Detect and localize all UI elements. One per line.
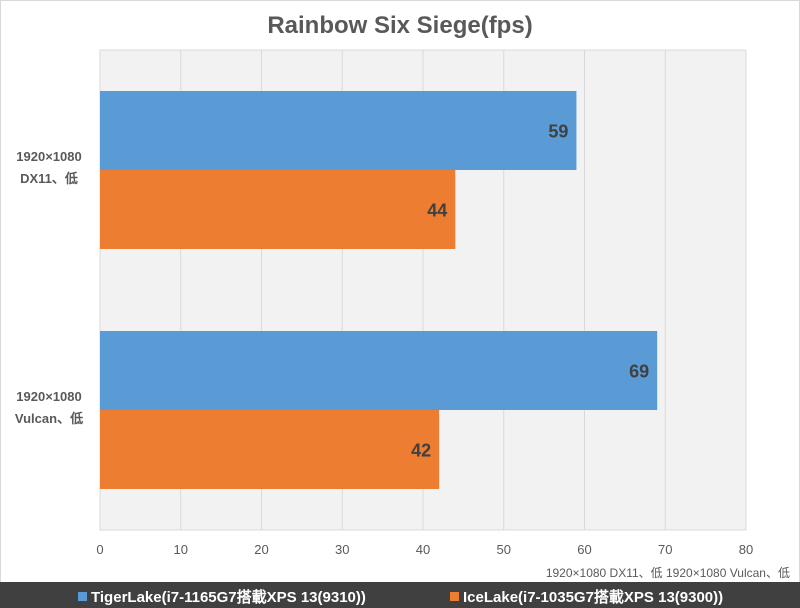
- legend: TigerLake(i7-1165G7搭載XPS 13(9310)) IceLa…: [0, 582, 800, 608]
- data-label: 42: [411, 441, 431, 461]
- x-tick-label: 50: [497, 542, 511, 557]
- bar: [100, 91, 577, 170]
- data-label: 59: [548, 122, 568, 142]
- legend-item: IceLake(i7-1035G7搭載XPS 13(9300)): [450, 586, 723, 607]
- x-axis-title: 1920×1080 DX11、低 1920×1080 Vulcan、低: [545, 566, 790, 580]
- x-tick-label: 70: [658, 542, 672, 557]
- bar: [100, 331, 658, 410]
- chart-title: Rainbow Six Siege(fps): [267, 12, 533, 39]
- bar: [100, 170, 456, 249]
- legend-label: IceLake(i7-1035G7搭載XPS 13(9300)): [463, 589, 724, 606]
- x-tick-label: 40: [416, 542, 430, 557]
- category-label-line: DX11、低: [20, 171, 78, 186]
- legend-swatch: [450, 592, 459, 601]
- legend-item: TigerLake(i7-1165G7搭載XPS 13(9310)): [78, 586, 366, 607]
- bar: [100, 410, 440, 489]
- data-label: 69: [629, 362, 649, 382]
- category-label-line: 1920×1080: [16, 149, 82, 164]
- plot-area: 0 10 20 30 40 50 60 70 80 59 44 69 42: [96, 49, 753, 557]
- category-label-line: 1920×1080: [16, 389, 82, 404]
- x-tick-label: 10: [174, 542, 188, 557]
- x-tick-label: 80: [739, 542, 753, 557]
- x-tick-label: 30: [335, 542, 349, 557]
- x-tick-label: 60: [577, 542, 591, 557]
- category-label: 1920×1080 DX11、低: [0, 146, 98, 190]
- legend-swatch: [78, 592, 87, 601]
- category-label-line: Vulcan、低: [14, 411, 84, 426]
- category-label: 1920×1080 Vulcan、低: [0, 386, 98, 430]
- x-tick-label: 0: [96, 542, 103, 557]
- data-label: 44: [427, 201, 447, 221]
- legend-label: TigerLake(i7-1165G7搭載XPS 13(9310)): [91, 589, 366, 606]
- x-tick-label: 20: [254, 542, 268, 557]
